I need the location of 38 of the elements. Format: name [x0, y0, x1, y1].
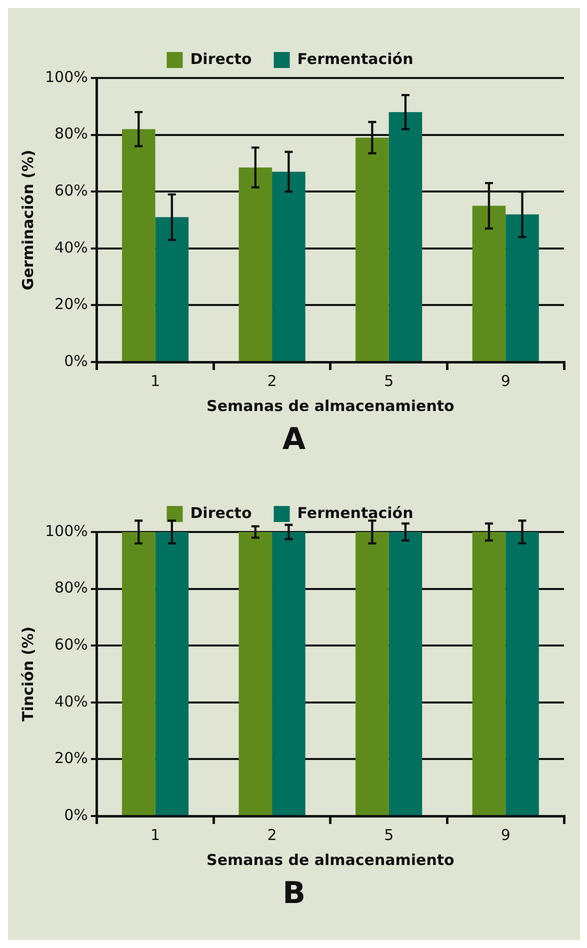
y-tick-label: 0% — [64, 352, 88, 370]
y-tick-label: 80% — [54, 578, 88, 597]
y-tick-label: 100% — [44, 522, 88, 540]
y-tick-label: 80% — [54, 124, 88, 143]
bar — [472, 206, 506, 361]
y-tick-label: 0% — [64, 806, 88, 824]
y-tick-label: 60% — [54, 635, 88, 654]
legend-label: Directo — [190, 50, 252, 68]
bar — [272, 172, 306, 361]
bar — [238, 167, 272, 361]
y-tick-label: 100% — [44, 68, 88, 86]
x-tick-label: 5 — [384, 372, 394, 390]
y-axis-title: Germinación (%) — [18, 150, 37, 290]
x-tick-label: 9 — [500, 372, 510, 390]
y-tick-label: 40% — [54, 692, 88, 710]
x-tick-label: 1 — [150, 826, 160, 844]
legend-label: Fermentación — [297, 50, 414, 68]
x-tick-label: 2 — [267, 372, 277, 390]
x-axis-title: Semanas de almacenamiento — [206, 850, 454, 869]
y-tick-label: 20% — [54, 295, 88, 314]
x-tick-label: 2 — [267, 826, 277, 844]
bar — [388, 112, 422, 361]
bar — [155, 217, 189, 361]
bar — [506, 214, 539, 361]
y-tick-label: 40% — [54, 238, 88, 256]
y-axis-title: Tinción (%) — [18, 626, 37, 722]
y-tick-label: 20% — [54, 749, 88, 768]
text: A — [281, 421, 307, 459]
bar — [122, 129, 156, 361]
x-tick-label: 9 — [500, 826, 510, 844]
legend-label: Fermentación — [297, 504, 414, 522]
bar — [356, 138, 389, 361]
x-axis-title: Semanas de almacenamiento — [206, 396, 454, 415]
legend-label: Directo — [190, 504, 252, 522]
x-tick-label: 5 — [384, 826, 394, 844]
text: B — [282, 875, 306, 913]
y-tick-label: 60% — [54, 181, 88, 200]
x-tick-label: 1 — [150, 372, 160, 390]
